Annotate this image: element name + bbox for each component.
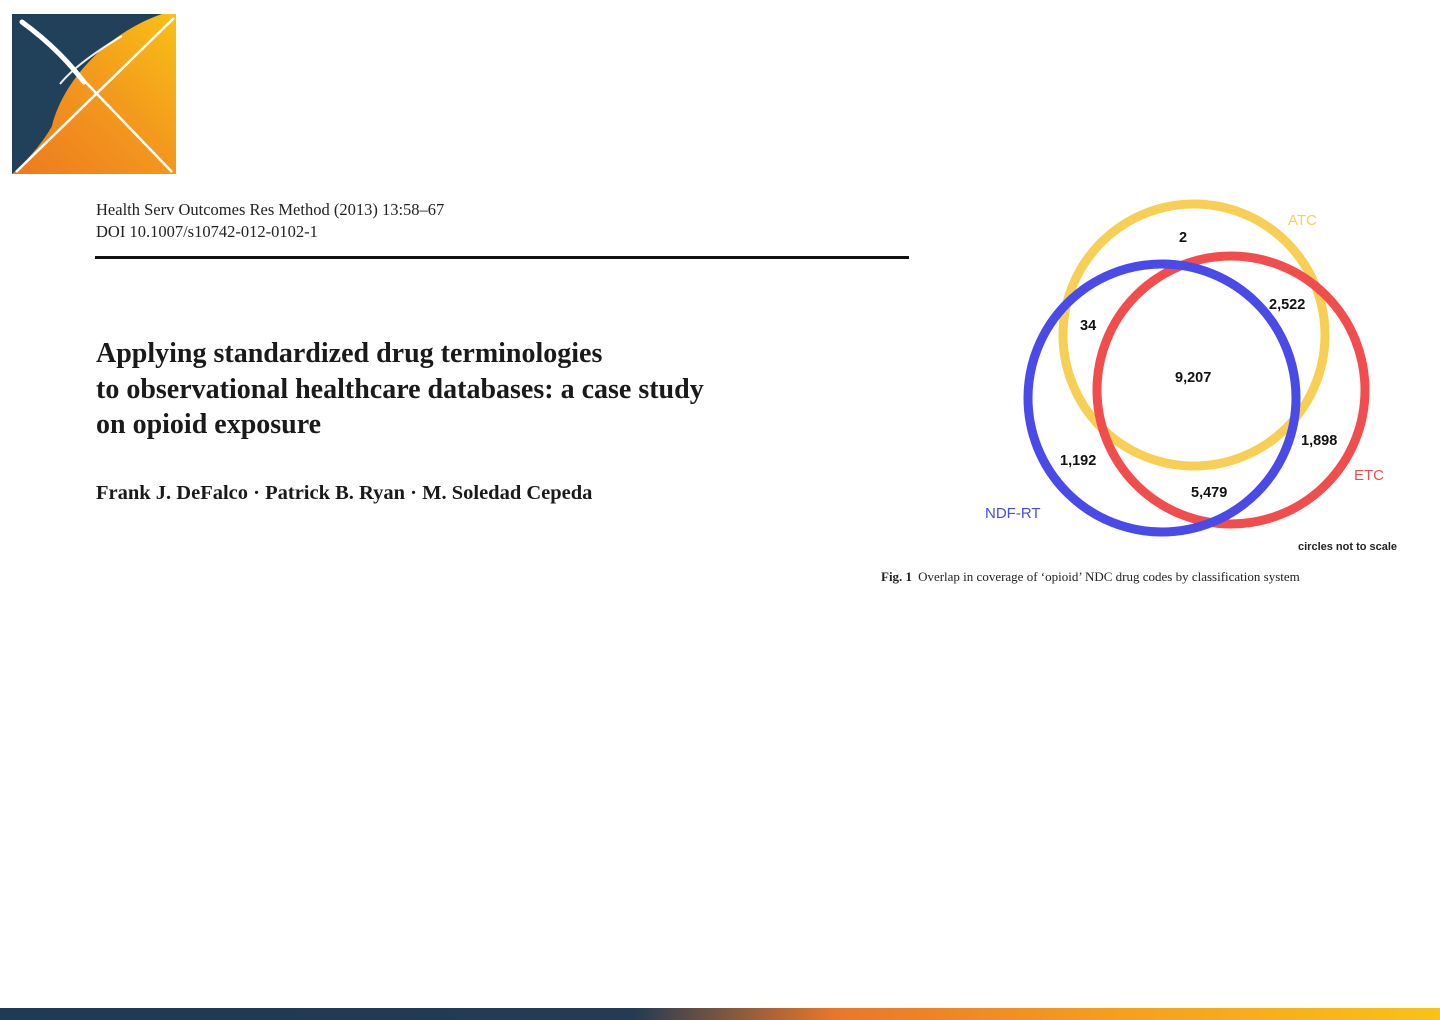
atc-label: ATC: [1288, 212, 1317, 229]
footer-gradient-bar: [0, 1008, 1440, 1020]
doi: DOI 10.1007/s10742-012-0102-1: [96, 222, 318, 241]
venn-diagram: ATC ETC NDF-RT 2 2,522 34 9,207 1,898 1,…: [985, 199, 1397, 553]
journal-citation: Health Serv Outcomes Res Method (2013) 1…: [96, 200, 445, 219]
region-etc-ndfrt: 5,479: [1191, 485, 1227, 501]
region-atc-only: 2: [1179, 230, 1187, 246]
region-atc-ndfrt: 34: [1080, 318, 1096, 334]
author-list: Frank J. DeFalco · Patrick B. Ryan · M. …: [96, 482, 593, 504]
figure-label: Fig. 1: [881, 569, 913, 584]
figure-caption-text: Overlap in coverage of ‘opioid’ NDC drug…: [918, 569, 1300, 584]
region-ndfrt-only: 1,192: [1060, 453, 1096, 469]
etc-label: ETC: [1354, 467, 1384, 484]
region-all-three: 9,207: [1175, 370, 1211, 386]
region-etc-only: 1,898: [1301, 433, 1337, 449]
etc-circle: [1092, 251, 1370, 529]
paper-title: Applying standardized drug terminologies…: [96, 336, 856, 443]
scale-note: circles not to scale: [1298, 541, 1397, 553]
figure-caption: Fig. 1 Overlap in coverage of ‘opioid’ ND…: [881, 568, 1300, 586]
title-line: Applying standardized drug terminologies: [96, 338, 603, 369]
ohdsi-logo: [12, 14, 176, 174]
title-line: to observational healthcare databases: a…: [96, 373, 704, 405]
citation-block: Health Serv Outcomes Res Method (2013) 1…: [96, 199, 444, 243]
title-line: on opioid exposure: [96, 409, 322, 440]
ndfrt-circle: [1023, 259, 1301, 537]
header-rule: [95, 256, 909, 259]
region-atc-etc: 2,522: [1269, 297, 1305, 313]
ndfrt-label: NDF-RT: [985, 505, 1041, 522]
atc-circle: [1058, 199, 1330, 471]
